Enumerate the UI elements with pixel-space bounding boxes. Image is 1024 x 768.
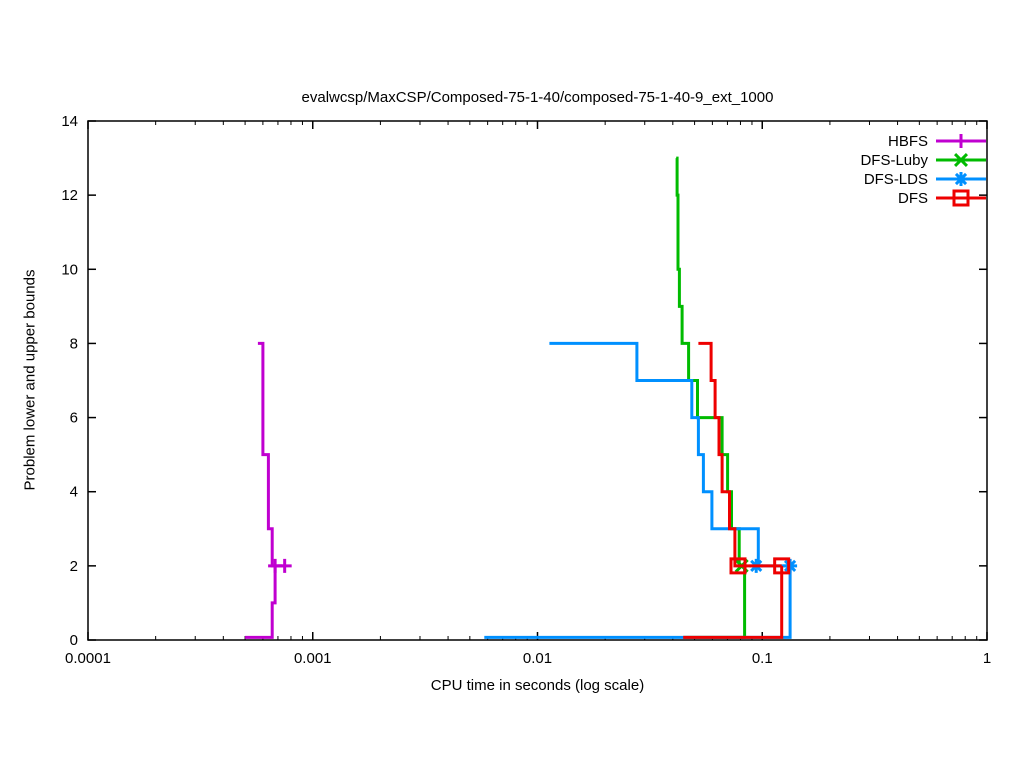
series-DFS-LDS-upper-bound-line [549, 341, 791, 568]
y-tick-label: 14 [61, 113, 78, 130]
series-DFS-Luby-lower-bound-line [683, 565, 747, 639]
y-tick-label: 10 [61, 261, 78, 278]
x-tick-label: 0.1 [752, 650, 773, 667]
y-tick-label: 8 [70, 335, 78, 352]
y-tick-label: 0 [70, 632, 78, 649]
series-HBFS-lower-bound-line [245, 565, 277, 639]
legend-marker-HBFS-plus-icon [954, 134, 968, 148]
legend-label-DFS-LDS: DFS-LDS [864, 171, 928, 188]
legend-marker-DFS-Luby-cross-icon [953, 152, 969, 168]
x-axis-label: CPU time in seconds (log scale) [430, 677, 645, 694]
x-tick-label: 0.01 [523, 650, 552, 667]
legend-label-DFS-Luby: DFS-Luby [860, 152, 928, 169]
y-tick-label: 4 [70, 484, 78, 501]
legend-label-DFS: DFS [898, 190, 928, 207]
y-tick-label: 2 [70, 558, 78, 575]
x-tick-label: 1 [983, 650, 991, 667]
plot-border [87, 120, 988, 641]
legend-marker-DFS-LDS-star-icon [954, 172, 968, 186]
legend-marker-DFS-square-icon [952, 189, 970, 207]
y-axis-label: Problem lower and upper bounds [21, 269, 39, 491]
y-tick-label: 12 [61, 187, 78, 204]
series-HBFS-marker-plus-icon [277, 558, 292, 573]
series-DFS-lower-bound-line [683, 565, 784, 639]
x-tick-label: 0.0001 [65, 650, 111, 667]
x-tick-label: 0.001 [294, 650, 332, 667]
series-DFS-upper-bound-line [698, 341, 782, 568]
legend-label-HBFS: HBFS [888, 133, 928, 150]
series-DFS-marker-square-icon [729, 557, 747, 575]
chart-title: evalwcsp/MaxCSP/Composed-75-1-40/compose… [301, 89, 774, 106]
y-tick-label: 6 [70, 410, 78, 427]
series-DFS-marker-square-icon [773, 557, 791, 575]
series-HBFS-upper-bound-line [257, 341, 286, 568]
series-DFS-LDS-lower-bound-line [484, 565, 792, 639]
